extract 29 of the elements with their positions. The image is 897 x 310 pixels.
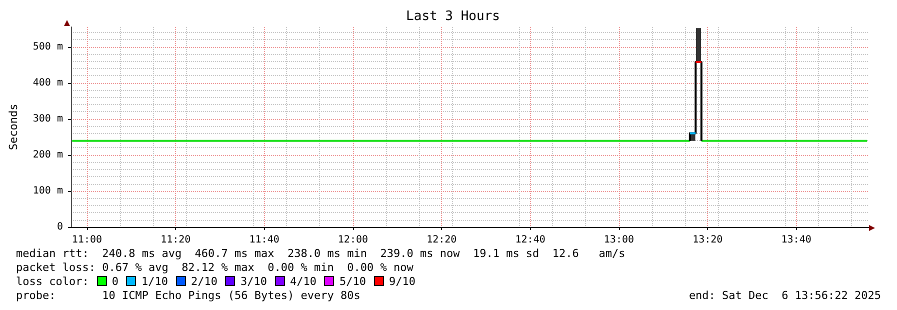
text: 0 (112, 275, 118, 288)
text: 2/10 (190, 275, 218, 288)
x-tick-label: 13:20 (692, 234, 723, 246)
text: 4/10 (290, 275, 316, 288)
y-tick-label: 100 m (32, 185, 63, 196)
chart-title: Last 3 Hours (406, 9, 500, 24)
text: packet loss: 0.67 % avg 82.12 % max 0.00 % min 0.00 % now (16, 261, 414, 274)
text: 3/10 (240, 275, 267, 288)
text: 5/10 (339, 275, 366, 288)
text: end: Sat Dec 6 13:56:22 2025 (688, 289, 881, 303)
text: median rtt: 240.8 ms avg 460.7 ms max 238.0 ms min 239.0 ms now 19.1 ms sd 12.6 am/s (16, 247, 626, 260)
x-tick-label: 12:40 (515, 234, 546, 246)
x-tick-label: 13:40 (781, 234, 812, 246)
y-tick-label: 300 m (32, 113, 63, 124)
x-tick-label: 12:20 (426, 234, 457, 246)
x-tick-label: 13:00 (604, 234, 634, 246)
y-tick-label: 400 m (32, 77, 63, 88)
y-tick-label: 500 m (32, 41, 63, 52)
x-tick-label: 11:00 (72, 234, 102, 246)
text: 1/10 (141, 275, 168, 288)
text: 9/10 (388, 275, 416, 288)
x-tick-label: 11:40 (249, 234, 280, 246)
y-axis-title: Seconds (7, 104, 20, 150)
text: loss color: (16, 275, 89, 288)
x-tick-label: 12:00 (338, 234, 368, 246)
x-tick-label: 11:20 (160, 234, 191, 246)
y-tick-label: 200 m (32, 149, 63, 160)
y-tick-label: 0 (56, 222, 63, 232)
text: probe: 10 ICMP Echo Pings (56 Bytes) every 80s (16, 289, 360, 302)
